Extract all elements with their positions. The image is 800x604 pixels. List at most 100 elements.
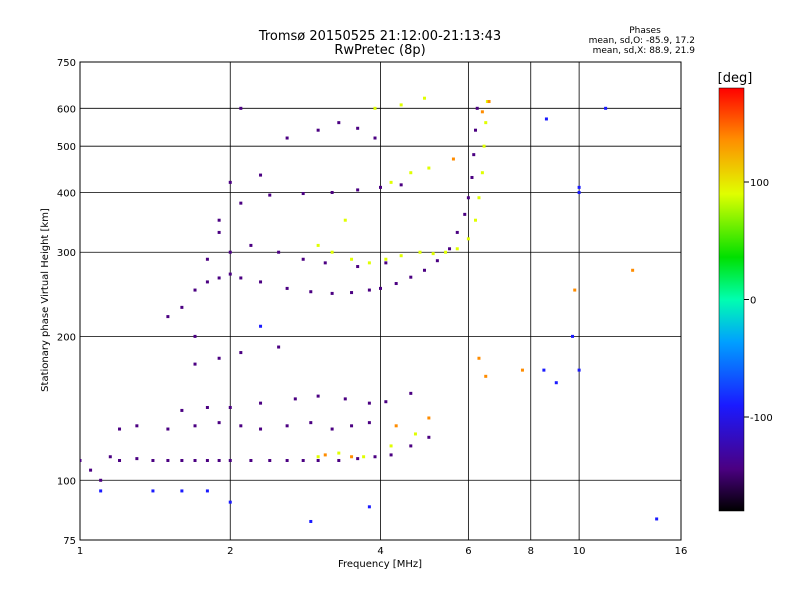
y-tick-label: 100 — [57, 476, 76, 487]
data-point — [285, 458, 289, 462]
stats-line-x: mean, sd,X: 88.9, 21.9 — [593, 46, 696, 56]
data-point — [193, 458, 197, 462]
data-point — [330, 427, 334, 431]
data-point — [343, 397, 347, 401]
data-point — [389, 180, 393, 184]
data-point — [362, 455, 366, 459]
data-point — [350, 424, 354, 428]
data-point — [135, 424, 139, 428]
x-tick-label: 1 — [77, 546, 83, 557]
data-point — [379, 185, 382, 189]
data-point — [356, 126, 360, 130]
data-point — [427, 166, 431, 170]
data-point — [301, 257, 305, 261]
colorbar-ticks: 100 0 -100 — [744, 178, 773, 424]
y-tick-label: 500 — [57, 142, 76, 153]
data-point — [337, 458, 341, 462]
data-point — [205, 405, 209, 409]
data-point — [228, 500, 232, 504]
x-tick-label: 2 — [227, 546, 233, 557]
data-point — [108, 455, 112, 459]
data-point — [409, 391, 413, 395]
data-point — [316, 243, 320, 247]
data-point — [356, 188, 360, 192]
data-point — [470, 175, 474, 179]
x-tick-label: 8 — [528, 546, 534, 557]
data-point — [356, 265, 360, 269]
data-point — [473, 218, 477, 222]
data-point — [367, 261, 371, 265]
data-point — [309, 290, 313, 294]
colorbar-tick-label: 0 — [750, 296, 756, 307]
data-point — [285, 136, 289, 140]
data-point — [466, 237, 470, 241]
y-axis-ticks: 75 100 200 300 400 500 600 750 — [57, 58, 76, 547]
data-point — [135, 457, 139, 461]
data-point — [217, 230, 221, 234]
data-point — [394, 424, 398, 428]
data-point — [217, 276, 221, 280]
colorbar — [718, 87, 745, 512]
data-point — [484, 121, 488, 125]
data-point — [259, 280, 263, 284]
data-point — [350, 455, 354, 459]
x-tick-label: 6 — [465, 546, 471, 557]
data-point — [239, 276, 243, 280]
data-point — [239, 351, 243, 355]
data-point — [228, 250, 232, 254]
grid-lines — [80, 62, 681, 540]
data-point — [151, 489, 155, 493]
data-point — [301, 192, 305, 196]
data-point — [427, 416, 431, 420]
stats-heading: Phases — [629, 26, 661, 36]
data-point — [217, 218, 221, 222]
data-point — [655, 517, 659, 521]
data-point — [316, 458, 320, 462]
data-point — [399, 183, 403, 187]
data-point — [330, 190, 334, 194]
data-point — [367, 421, 371, 425]
data-point — [205, 280, 209, 284]
data-point — [316, 455, 320, 459]
data-point — [180, 458, 184, 462]
data-point — [475, 106, 479, 110]
data-point — [356, 457, 360, 461]
data-point — [384, 257, 388, 261]
data-point — [480, 110, 484, 114]
data-point — [316, 394, 320, 398]
data-point — [228, 180, 232, 184]
data-point — [228, 272, 232, 276]
colorbar-tick-label: 100 — [750, 178, 769, 189]
data-point — [259, 173, 263, 177]
data-point — [118, 458, 122, 462]
data-point — [554, 381, 558, 385]
data-point — [193, 424, 197, 428]
data-point — [373, 136, 377, 140]
data-point — [451, 157, 455, 161]
data-point — [259, 324, 263, 328]
data-point — [413, 432, 417, 436]
data-point — [455, 247, 459, 251]
data-point — [399, 254, 403, 258]
data-points — [80, 96, 659, 523]
data-point — [577, 368, 581, 372]
data-point — [217, 421, 221, 425]
data-point — [228, 405, 232, 409]
data-point — [409, 275, 413, 279]
data-point — [193, 362, 197, 366]
colorbar-label: [deg] — [718, 71, 753, 86]
data-point — [477, 196, 481, 200]
data-point — [80, 458, 82, 462]
data-point — [89, 468, 93, 472]
y-tick-label: 750 — [57, 58, 76, 69]
data-point — [193, 334, 197, 338]
stats-line-o: mean, sd,O: -85.9, 17.2 — [589, 36, 695, 46]
data-point — [151, 458, 155, 462]
data-point — [180, 408, 184, 412]
data-point — [323, 261, 327, 265]
data-point — [409, 171, 413, 175]
data-point — [259, 427, 263, 431]
data-point — [422, 268, 426, 272]
data-point — [379, 286, 382, 290]
data-point — [99, 478, 103, 482]
